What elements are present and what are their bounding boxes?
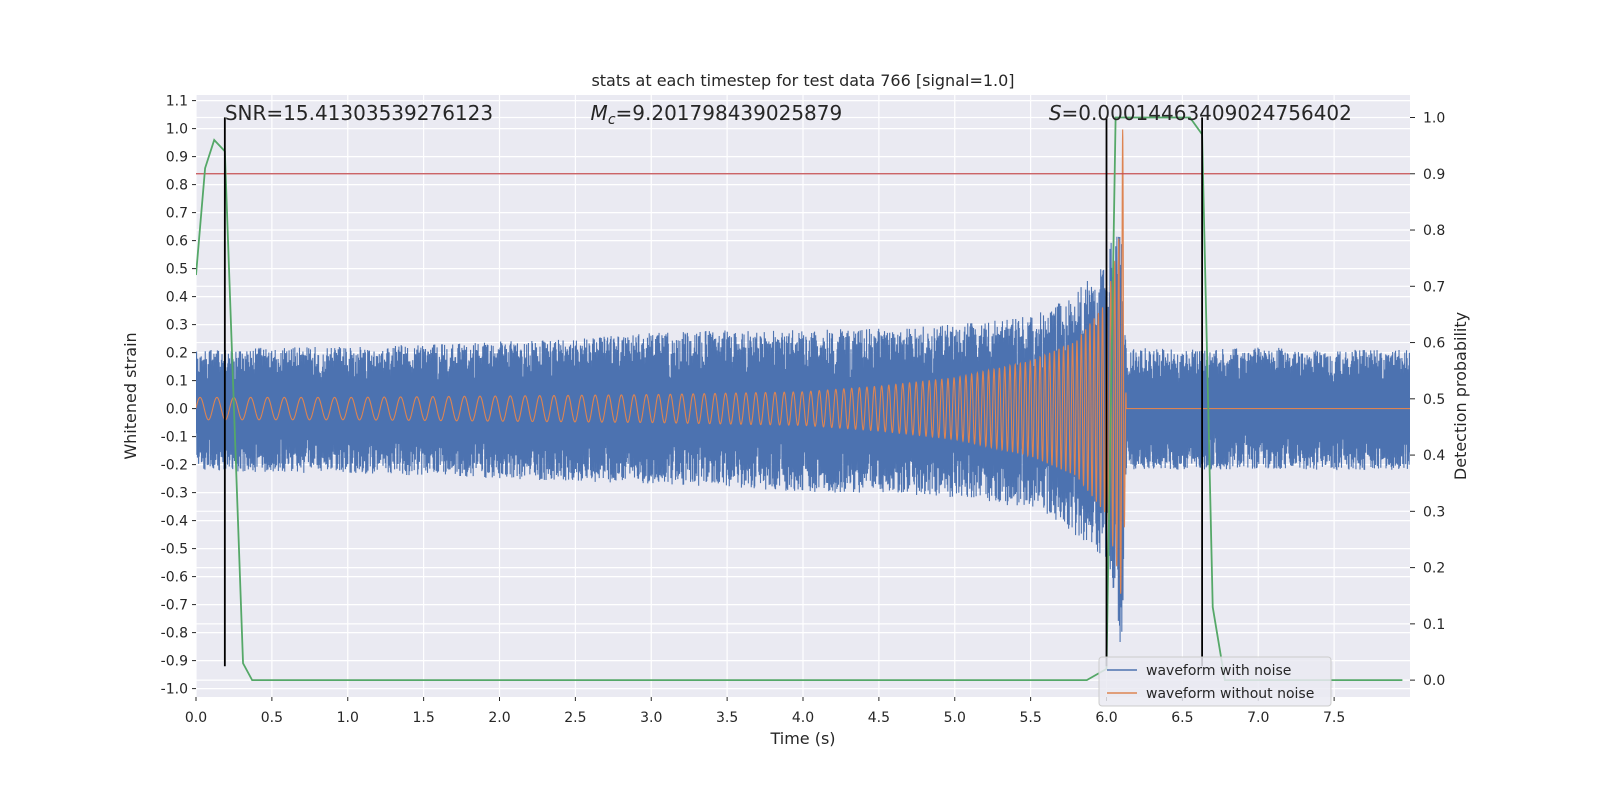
s-symbol: S bbox=[1049, 101, 1062, 125]
s-annotation: S=0.00014463409024756402 bbox=[1049, 101, 1352, 125]
x-axis-ticks: 0.0 0.5 1.0 1.5 2.0 2.5 3.0 3.5 4.0 4.5 5.0 5.5 6.0 6… bbox=[185, 697, 1345, 726]
y-tick-label: 0.3 bbox=[166, 318, 188, 334]
y-tick-label: -0.9 bbox=[161, 654, 188, 670]
y2-tick-label: 0.6 bbox=[1423, 336, 1445, 352]
y2-tick-label: 0.5 bbox=[1423, 392, 1445, 408]
y-tick-label: -0.1 bbox=[161, 430, 188, 446]
y2-tick-label: 1.0 bbox=[1423, 111, 1445, 127]
y-tick-label: -0.2 bbox=[161, 458, 188, 474]
y-tick-label: 0.6 bbox=[166, 234, 188, 250]
y-tick-label: -0.3 bbox=[161, 486, 188, 502]
x-tick-label: 4.5 bbox=[868, 710, 890, 726]
y2-tick-label: 0.1 bbox=[1423, 617, 1445, 633]
legend-label-with-noise: waveform with noise bbox=[1146, 663, 1291, 679]
y2-tick-label: 0.3 bbox=[1423, 504, 1445, 520]
x-tick-label: 5.0 bbox=[944, 710, 966, 726]
x-tick-label: 0.5 bbox=[261, 710, 283, 726]
y-tick-label: -0.4 bbox=[161, 514, 188, 530]
x-tick-label: 1.0 bbox=[337, 710, 359, 726]
y-tick-label: 1.1 bbox=[166, 94, 188, 110]
y2-tick-label: 0.9 bbox=[1423, 167, 1445, 183]
y2-tick-label: 0.4 bbox=[1423, 448, 1445, 464]
legend: waveform with noise waveform without noi… bbox=[1098, 656, 1332, 707]
chirp-mass-value: =9.201798439025879 bbox=[616, 101, 843, 125]
x-tick-label: 3.0 bbox=[640, 710, 662, 726]
x-axis-label: Time (s) bbox=[769, 729, 835, 748]
y2-axis-label: Detection probability bbox=[1451, 312, 1470, 480]
x-tick-label: 2.5 bbox=[564, 710, 586, 726]
x-tick-label: 5.5 bbox=[1019, 710, 1041, 726]
x-tick-label: 6.5 bbox=[1171, 710, 1193, 726]
s-value: =0.00014463409024756402 bbox=[1062, 101, 1352, 125]
x-tick-label: 7.0 bbox=[1247, 710, 1269, 726]
series-waveform-without-noise bbox=[196, 129, 1410, 594]
right-axis-ticks: 0.0 0.1 0.2 0.3 0.4 0.5 0.6 0.7 0.8 0.9 1.0 bbox=[1410, 111, 1445, 689]
x-tick-label: 2.0 bbox=[488, 710, 510, 726]
left-axis-ticks: -1.0 -0.9 -0.8 -0.7 -0.6 -0.5 -0.4 -0.3 -0.2 -0.1… bbox=[161, 94, 196, 698]
x-tick-label: 1.5 bbox=[412, 710, 434, 726]
y2-tick-label: 0.2 bbox=[1423, 561, 1445, 577]
x-tick-label: 7.5 bbox=[1323, 710, 1345, 726]
y-tick-label: -0.5 bbox=[161, 542, 188, 558]
y-tick-label: 0.2 bbox=[166, 346, 188, 362]
legend-box bbox=[1098, 656, 1332, 707]
x-tick-label: 0.0 bbox=[185, 710, 207, 726]
snr-annotation: SNR=15.41303539276123 bbox=[225, 101, 493, 125]
x-tick-label: 3.5 bbox=[716, 710, 738, 726]
chirp-mass-annotation: Mc=9.201798439025879 bbox=[591, 101, 843, 128]
y-tick-label: 0.1 bbox=[166, 374, 188, 390]
vertical-markers bbox=[223, 117, 1204, 667]
chirp-mass-subscript: c bbox=[608, 112, 616, 128]
y-tick-label: -1.0 bbox=[161, 682, 188, 698]
legend-label-without-noise: waveform without noise bbox=[1146, 686, 1314, 702]
x-tick-label: 4.0 bbox=[792, 710, 814, 726]
y-tick-label: -0.6 bbox=[161, 570, 188, 586]
chart-title: stats at each timestep for test data 766… bbox=[591, 71, 1014, 90]
y-tick-label: 0.0 bbox=[166, 402, 188, 418]
y-tick-label: -0.8 bbox=[161, 626, 188, 642]
y-tick-label: 0.5 bbox=[166, 262, 188, 278]
y-tick-label: 0.9 bbox=[166, 150, 188, 166]
y-tick-label: 0.7 bbox=[166, 206, 188, 222]
y-tick-label: -0.7 bbox=[161, 598, 188, 614]
y-tick-label: 0.4 bbox=[166, 290, 188, 306]
y-axis-label: Whitened strain bbox=[121, 332, 140, 459]
x-tick-label: 6.0 bbox=[1095, 710, 1117, 726]
y-tick-label: 1.0 bbox=[166, 122, 188, 138]
y2-tick-label: 0.0 bbox=[1423, 673, 1445, 689]
y-tick-label: 0.8 bbox=[166, 178, 188, 194]
y2-tick-label: 0.7 bbox=[1423, 279, 1445, 295]
y2-tick-label: 0.8 bbox=[1423, 223, 1445, 239]
chirp-mass-symbol: M bbox=[591, 101, 608, 125]
